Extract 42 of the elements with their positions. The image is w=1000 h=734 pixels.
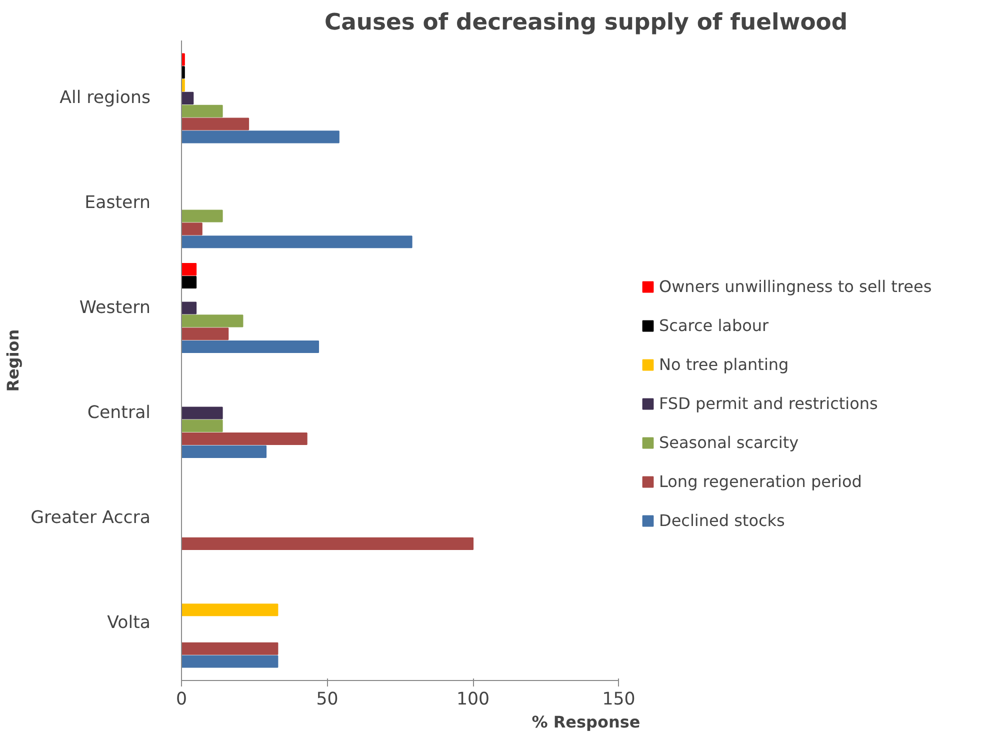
x-tick-label: 0 [176, 690, 188, 710]
bar [182, 104, 223, 118]
y-tick-label: Greater Accra [30, 508, 151, 528]
bar [182, 655, 278, 668]
y-tick-label: Eastern [84, 193, 151, 214]
bar [182, 276, 197, 288]
bar [182, 222, 202, 236]
bar [182, 92, 194, 104]
bar [182, 328, 229, 340]
legend-label: Declined stocks [659, 511, 785, 530]
bar [182, 236, 412, 248]
bar [182, 537, 474, 550]
legend-label: Scarce labour [659, 316, 769, 335]
x-tick-label: 50 [316, 690, 338, 710]
chart-title: Causes of decreasing supply of fuelwood [324, 10, 848, 36]
legend-label: Owners unwillingness to sell trees [659, 277, 932, 296]
bar [182, 340, 320, 354]
bar [182, 302, 197, 314]
bar [182, 420, 223, 432]
x-tick-label: 100 [456, 690, 490, 710]
y-tick-label: Central [87, 402, 150, 423]
bar [182, 130, 340, 144]
bar [182, 642, 278, 655]
y-axis-title: Region [4, 329, 23, 392]
bar [182, 263, 197, 276]
legend-label: FSD permit and restrictions [659, 394, 878, 413]
legend-label: Seasonal scarcity [659, 433, 799, 452]
x-axis-title: % Response [532, 712, 640, 732]
bar [182, 53, 185, 66]
legend-label: Long regeneration period [659, 472, 862, 491]
bar [182, 118, 250, 130]
bar [182, 432, 308, 446]
legend-label: No tree planting [659, 355, 789, 374]
x-tick-label: 150 [602, 690, 636, 710]
y-tick-label: All regions [60, 88, 151, 108]
y-tick-label: Volta [107, 612, 151, 633]
bar [182, 406, 223, 420]
bar [182, 210, 223, 222]
bar [182, 445, 267, 458]
bar [182, 314, 244, 328]
bar [182, 604, 278, 616]
y-tick-label: Western [79, 298, 151, 318]
